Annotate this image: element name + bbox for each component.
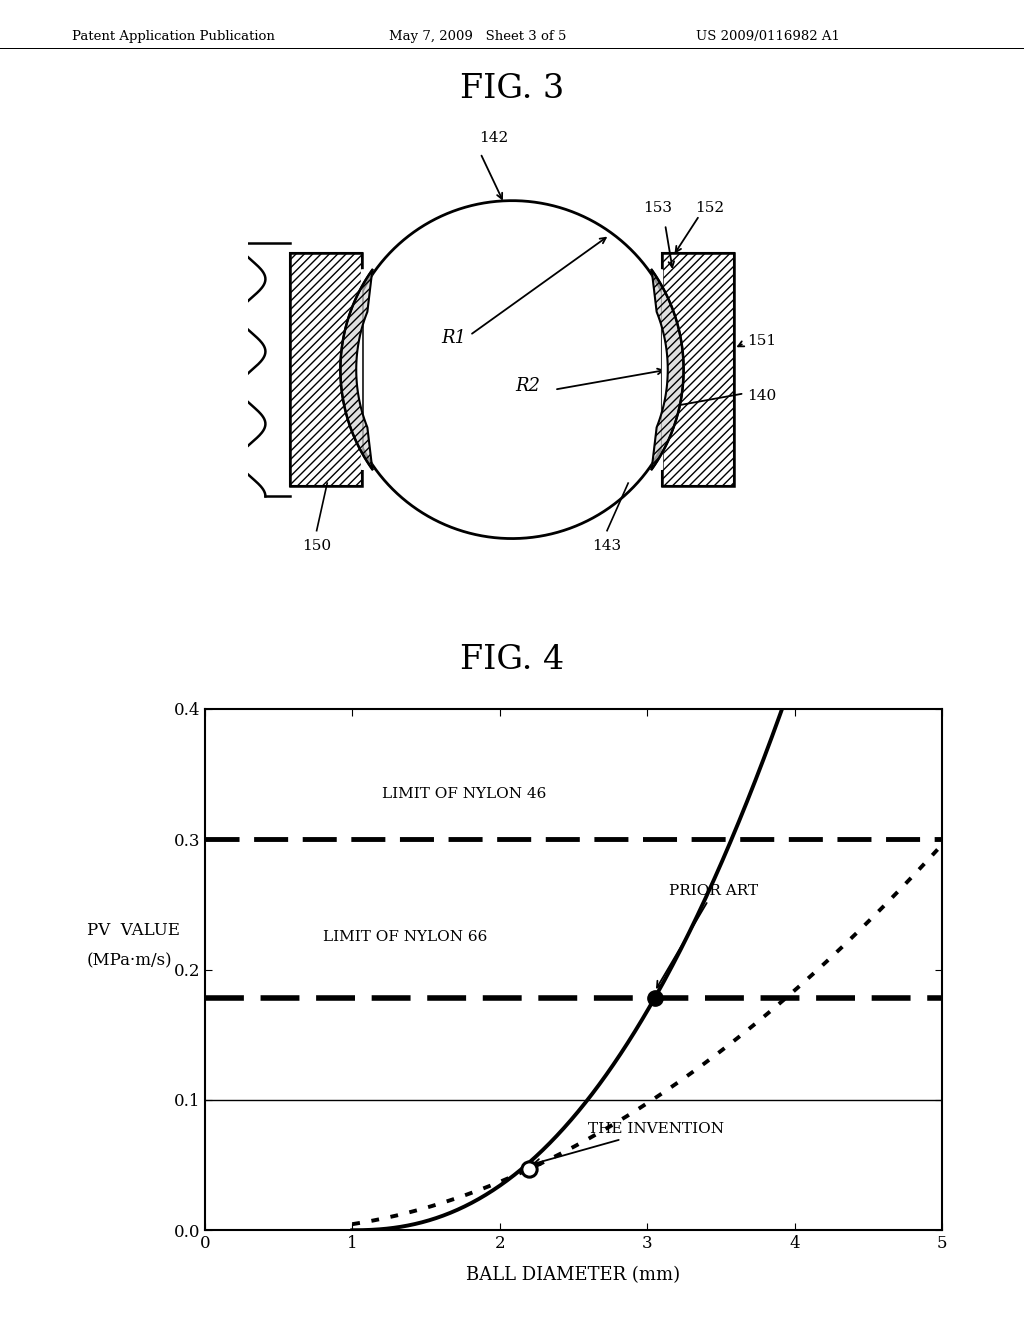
Text: FIG. 3: FIG. 3 <box>460 73 564 104</box>
Polygon shape <box>340 269 373 470</box>
Text: 151: 151 <box>746 334 776 347</box>
Text: US 2009/0116982 A1: US 2009/0116982 A1 <box>696 30 841 44</box>
Text: PV  VALUE: PV VALUE <box>87 923 180 939</box>
Bar <box>290 253 361 486</box>
Text: 140: 140 <box>746 389 776 403</box>
Text: PRIOR ART: PRIOR ART <box>657 884 759 987</box>
Bar <box>663 253 734 486</box>
Text: (MPa·m/s): (MPa·m/s) <box>87 953 173 969</box>
Bar <box>663 253 734 486</box>
Polygon shape <box>651 269 684 470</box>
Text: 150: 150 <box>302 539 331 553</box>
Text: FIG. 4: FIG. 4 <box>460 644 564 676</box>
Text: R2: R2 <box>515 376 541 395</box>
Text: May 7, 2009   Sheet 3 of 5: May 7, 2009 Sheet 3 of 5 <box>389 30 566 44</box>
Text: LIMIT OF NYLON 46: LIMIT OF NYLON 46 <box>382 787 546 800</box>
Text: Patent Application Publication: Patent Application Publication <box>72 30 274 44</box>
Text: 143: 143 <box>593 539 622 553</box>
Text: 152: 152 <box>695 202 725 215</box>
Text: 142: 142 <box>479 131 508 145</box>
Polygon shape <box>651 269 684 470</box>
Text: THE INVENTION: THE INVENTION <box>534 1122 724 1166</box>
Bar <box>290 253 361 486</box>
Text: R1: R1 <box>441 329 466 347</box>
Polygon shape <box>340 269 373 470</box>
Text: 153: 153 <box>643 202 672 215</box>
X-axis label: BALL DIAMETER (mm): BALL DIAMETER (mm) <box>466 1266 681 1284</box>
Text: LIMIT OF NYLON 66: LIMIT OF NYLON 66 <box>323 931 487 944</box>
